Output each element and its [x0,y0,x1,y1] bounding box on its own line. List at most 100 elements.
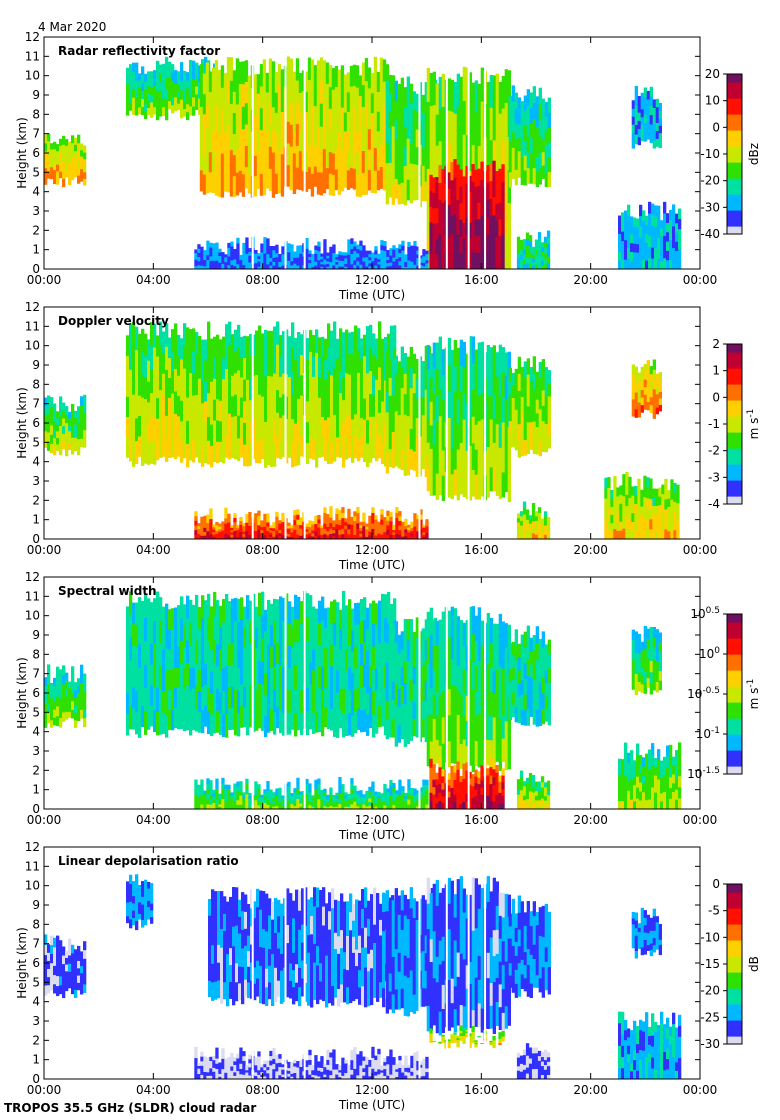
data-cell [189,438,193,461]
data-cell [80,149,84,157]
data-cell [276,412,280,436]
data-cell [356,528,360,535]
data-cell [375,440,379,462]
data-cell [675,213,679,224]
data-cell [210,606,214,629]
data-cell [333,622,337,646]
data-cell [368,250,372,255]
data-cell [438,234,442,253]
data-cell [285,418,289,442]
data-cell [624,239,628,250]
data-cell [245,242,249,249]
data-cell [511,116,515,133]
data-cell [450,787,454,796]
data-cell [50,683,54,691]
data-cell [471,199,475,217]
data-cell [159,642,163,667]
data-cell [370,92,375,114]
data-cell [400,346,404,368]
data-cell [368,515,372,521]
data-cell [231,685,235,709]
data-cell [508,171,512,188]
data-cell [239,254,243,258]
data-cell [501,347,505,373]
data-cell [208,71,213,93]
data-cell [645,251,649,261]
data-cell [368,535,372,539]
data-cell [540,251,545,257]
data-cell [322,126,327,150]
data-cell [348,667,352,691]
data-cell [531,265,536,269]
data-cell [628,518,632,530]
data-cell [235,58,240,82]
data-cell [348,374,352,396]
data-cell [321,336,325,358]
data-cell [168,417,172,438]
data-cell [288,667,292,691]
data-cell [459,644,463,670]
data-cell [129,346,133,370]
data-cell [403,87,407,108]
data-cell [441,374,445,401]
data-cell [59,425,63,436]
data-cell [135,417,139,442]
data-cell [313,65,318,86]
y-axis-label: Height (km) [15,117,29,188]
data-cell [424,660,428,681]
data-cell [649,528,653,539]
data-cell [365,256,369,261]
data-cell [362,530,366,536]
data-cell [412,109,416,128]
data-cell [236,237,240,244]
data-cell [301,130,306,152]
data-cell [384,358,388,381]
data-cell [504,696,508,722]
data-cell [285,329,289,353]
data-cell [358,95,363,117]
data-cell [345,692,349,715]
data-cell [222,420,226,443]
data-cell [477,168,481,186]
data-cell [450,111,454,144]
data-cell [474,782,478,790]
data-cell [337,90,342,112]
data-cell [372,416,376,438]
data-cell [226,146,231,170]
data-cell [495,779,499,788]
data-cell [631,521,635,531]
data-cell [363,419,367,441]
data-cell [255,440,259,464]
data-cell [245,518,249,523]
data-cell [330,665,334,688]
data-cell [47,664,51,675]
data-cell [248,530,252,535]
data-cell [537,256,542,264]
data-cell [349,167,354,189]
data-cell [531,246,536,252]
data-cell [508,668,512,682]
data-cell [177,375,181,397]
data-cell [195,86,199,95]
data-cell [670,479,674,490]
data-cell [214,105,219,129]
data-cell [332,248,336,254]
data-cell [441,235,445,253]
data-cell [543,252,548,259]
data-cell [462,669,466,693]
data-cell [260,256,264,261]
data-cell [546,262,551,269]
data-cell [441,399,445,426]
data-cell [631,381,635,391]
data-cell [195,594,199,619]
data-cell [410,257,414,262]
data-cell [219,713,223,735]
data-cell [516,530,521,536]
data-cell [239,266,243,269]
colorbar-cell [727,156,742,160]
data-cell [229,172,234,197]
data-cell [385,80,389,102]
data-cell [294,712,298,737]
data-cell [369,644,373,666]
data-cell [239,517,243,522]
